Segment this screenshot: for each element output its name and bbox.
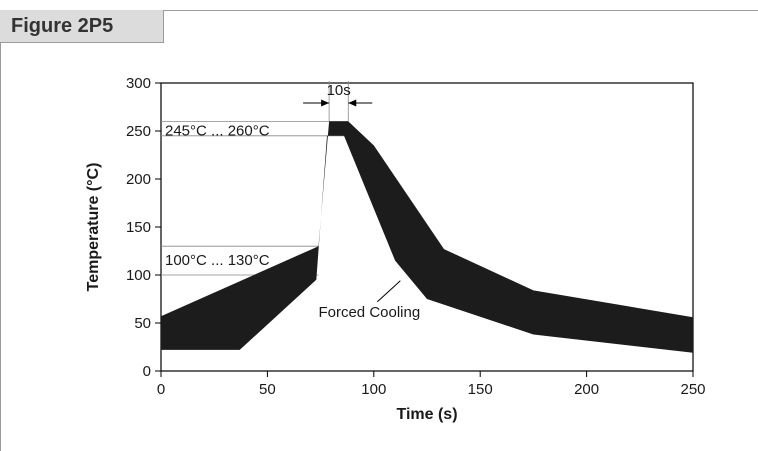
annotations: 10s 245°C ... 260°C 100°C ... 130°C Forced … [165, 82, 420, 321]
reference-lines [161, 81, 349, 276]
y-axis-label: Temperature (°C) [85, 163, 102, 292]
x-axis-label: Time (s) [396, 406, 457, 423]
x-tick-label: 0 [157, 381, 165, 398]
x-tick-label: 200 [574, 381, 599, 398]
figure-frame-left [0, 10, 1, 451]
preheat-temperature-label: 100°C ... 130°C [165, 252, 270, 269]
y-tick-label: 200 [126, 171, 151, 188]
x-tick-label: 150 [468, 381, 493, 398]
x-tick-label: 50 [259, 381, 276, 398]
peak-temperature-label: 245°C ... 260°C [165, 122, 270, 139]
y-tick-label: 150 [126, 219, 151, 236]
arrowhead-left [321, 99, 330, 107]
figure-frame-top [0, 10, 758, 11]
temperature-band-group [161, 121, 693, 353]
forced-cooling-label: Forced Cooling [318, 304, 420, 321]
x-tick-label: 250 [680, 381, 705, 398]
temperature-band [161, 121, 693, 353]
arrowhead-right [348, 99, 357, 107]
y-tick-label: 100 [126, 267, 151, 284]
y-tick-label: 50 [134, 315, 151, 332]
forced-cooling-leader [376, 280, 401, 303]
y-tick-label: 250 [126, 123, 151, 140]
axis-ticks: 0 50 100 150 200 250 0 50 100 150 200 250 300 [126, 75, 706, 398]
y-tick-label: 300 [126, 75, 151, 92]
duration-label: 10s [327, 82, 351, 99]
figure-label: Figure 2P5 [0, 10, 164, 43]
y-tick-label: 0 [143, 363, 151, 380]
x-tick-label: 100 [361, 381, 386, 398]
